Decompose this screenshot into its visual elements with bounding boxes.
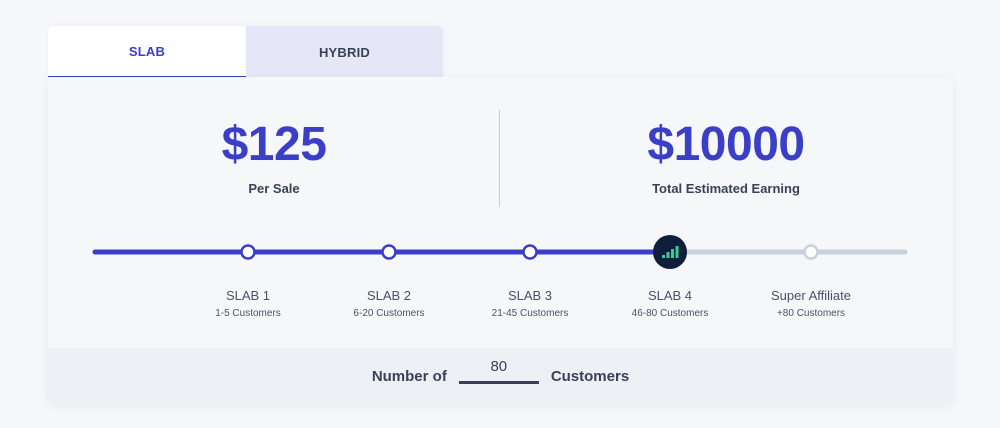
customer-count-input[interactable] (458, 358, 539, 384)
total-earning-label: Total Estimated Earning (652, 181, 800, 196)
tab-hybrid[interactable]: HYBRID (246, 26, 443, 78)
slider-stop-2 (381, 244, 397, 260)
slab-name: SLAB 3 (507, 288, 553, 303)
per-sale-label: Per Sale (248, 181, 300, 196)
slab-range: +80 Customers (776, 308, 846, 319)
slab-label-5: Super Affiliate +80 Customers (741, 288, 881, 319)
slab-range: 6-20 Customers (353, 308, 425, 319)
slider-handle[interactable] (653, 235, 687, 269)
slab-name: SLAB 2 (366, 288, 412, 303)
per-sale-amount: $125 (221, 118, 327, 171)
slider-stop-3 (522, 244, 538, 260)
slab-name: SLAB 1 (225, 288, 271, 303)
customer-count-bar: Number of Customers (48, 348, 953, 404)
slab-slider[interactable] (48, 227, 953, 277)
slab-range: 1-5 Customers (215, 308, 281, 319)
signal-bars-icon (662, 246, 679, 258)
slab-label-2: SLAB 2 6-20 Customers (319, 288, 459, 319)
slab-label-1: SLAB 1 1-5 Customers (178, 288, 318, 319)
slab-name: SLAB 4 (647, 288, 693, 303)
calculator-card: $125 Per Sale $10000 Total Estimated Ear… (48, 77, 953, 404)
customer-count-prefix: Number of (371, 367, 447, 385)
slab-name: Super Affiliate (771, 288, 851, 303)
slab-label-3: SLAB 3 21-45 Customers (460, 288, 600, 319)
customer-count-suffix: Customers (550, 367, 630, 385)
stats-divider (499, 110, 500, 207)
slab-label-4: SLAB 4 46-80 Customers (600, 288, 740, 319)
slider-stop-1 (240, 244, 256, 260)
total-earning-amount: $10000 (647, 118, 805, 171)
slab-range: 46-80 Customers (631, 308, 709, 319)
tab-bar: SLAB HYBRID (48, 26, 443, 78)
tab-slab[interactable]: SLAB (48, 26, 246, 78)
slab-range: 21-45 Customers (491, 308, 569, 319)
slider-stop-5 (803, 244, 819, 260)
